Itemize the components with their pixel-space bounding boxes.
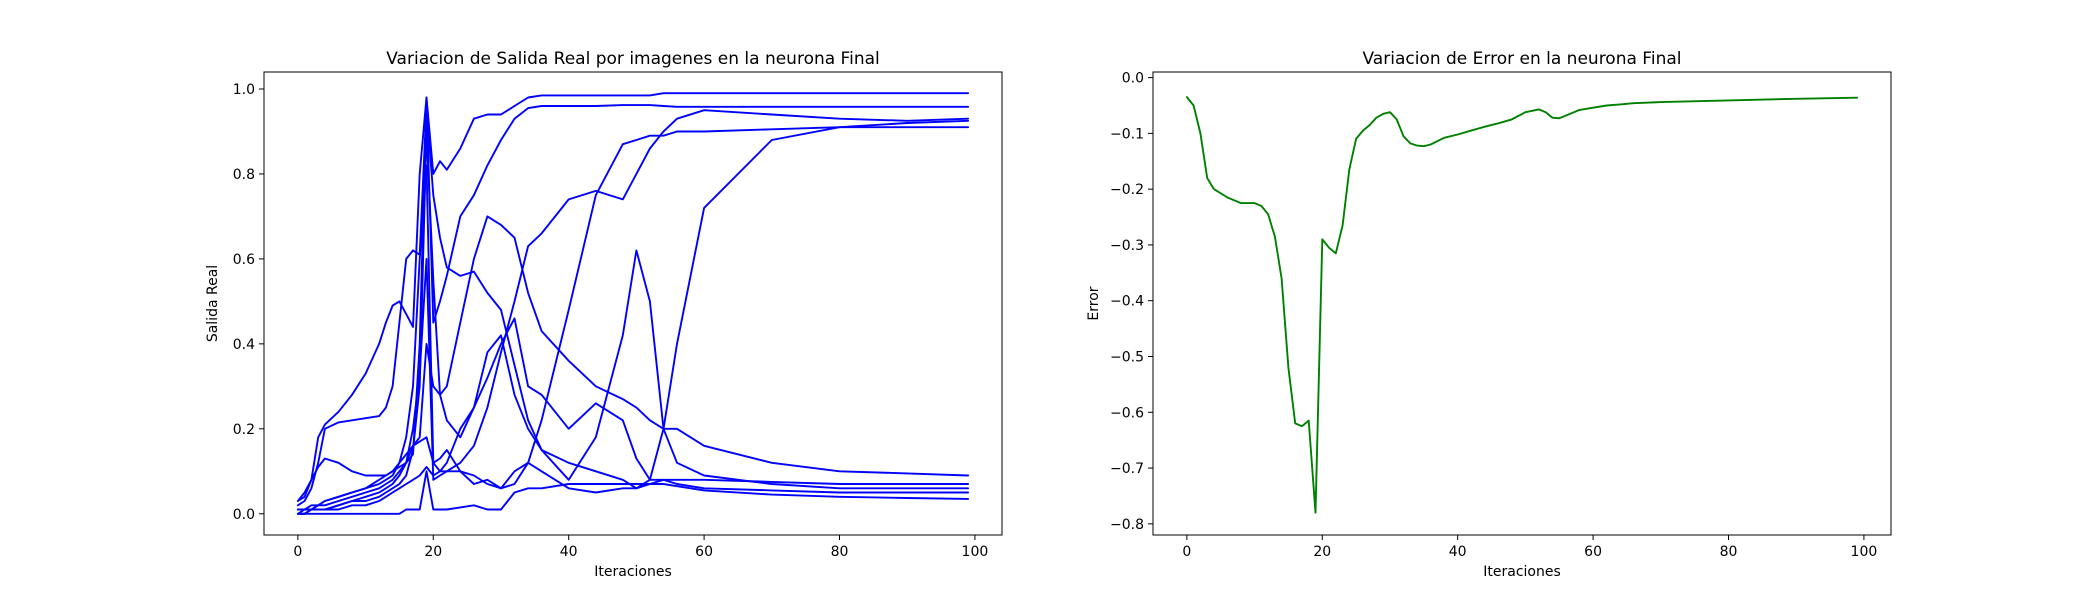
x-tick-label: 40 bbox=[560, 544, 578, 560]
axes-frame-error bbox=[1152, 71, 1892, 536]
y-tick-label: 1.0 bbox=[233, 82, 255, 98]
x-tick-label: 80 bbox=[1720, 544, 1738, 560]
x-tick-label: 40 bbox=[1449, 544, 1467, 560]
x-tick-label: 60 bbox=[695, 544, 713, 560]
x-tick-label: 100 bbox=[1851, 544, 1878, 560]
y-tick-label: −0.5 bbox=[1110, 349, 1144, 365]
y-tick-label: 0.6 bbox=[233, 252, 255, 268]
chart-title-error: Variacion de Error en la neurona Final bbox=[1363, 49, 1682, 69]
series-line-salida-real-7 bbox=[296, 119, 970, 511]
y-tick-label: 0.8 bbox=[233, 167, 255, 183]
y-axis-label-error: Error bbox=[1086, 286, 1102, 320]
x-axis-label-error: Iteraciones bbox=[1483, 564, 1561, 580]
x-axis-label-salida-real: Iteraciones bbox=[594, 564, 672, 580]
axes-frame-salida-real bbox=[263, 71, 1003, 536]
series-line-error-1 bbox=[1185, 96, 1859, 514]
y-tick-label: −0.1 bbox=[1110, 126, 1144, 142]
panel-error: Variacion de Error en la neurona Final 0 2… bbox=[1086, 49, 1892, 580]
y-tick-label: −0.2 bbox=[1110, 182, 1144, 198]
series-line-salida-real-10 bbox=[296, 470, 970, 515]
y-tick-label: −0.7 bbox=[1110, 461, 1144, 477]
x-tick-label: 20 bbox=[424, 544, 442, 560]
x-tick-label: 100 bbox=[962, 544, 989, 560]
series-line-salida-real-8 bbox=[296, 130, 970, 515]
x-tick-label: 0 bbox=[1182, 544, 1191, 560]
x-tick-label: 20 bbox=[1313, 544, 1331, 560]
panel-salida-real: Variacion de Salida Real por imagenes en… bbox=[205, 49, 1003, 580]
x-tick-label: 0 bbox=[293, 544, 302, 560]
x-tick-label: 80 bbox=[831, 544, 849, 560]
chart-title-salida-real: Variacion de Salida Real por imagenes en… bbox=[386, 49, 880, 69]
series-line-salida-real-5 bbox=[296, 109, 970, 515]
series-line-salida-real-2 bbox=[296, 96, 970, 502]
y-tick-label: 0.4 bbox=[233, 337, 255, 353]
series-line-salida-real-1 bbox=[296, 92, 970, 502]
series-line-salida-real-9 bbox=[296, 317, 970, 515]
x-tick-label: 60 bbox=[1584, 544, 1602, 560]
series-line-salida-real-3 bbox=[296, 105, 970, 507]
y-tick-label: 0.0 bbox=[233, 507, 255, 523]
y-tick-label: −0.8 bbox=[1110, 517, 1144, 533]
y-tick-label: 0.2 bbox=[233, 422, 255, 438]
y-tick-label: 0.0 bbox=[1122, 71, 1144, 87]
y-tick-label: −0.6 bbox=[1110, 405, 1144, 421]
y-tick-label: −0.4 bbox=[1110, 294, 1144, 310]
y-tick-label: −0.3 bbox=[1110, 238, 1144, 254]
series-line-salida-real-6 bbox=[296, 126, 970, 515]
y-axis-label-salida-real: Salida Real bbox=[205, 265, 221, 342]
